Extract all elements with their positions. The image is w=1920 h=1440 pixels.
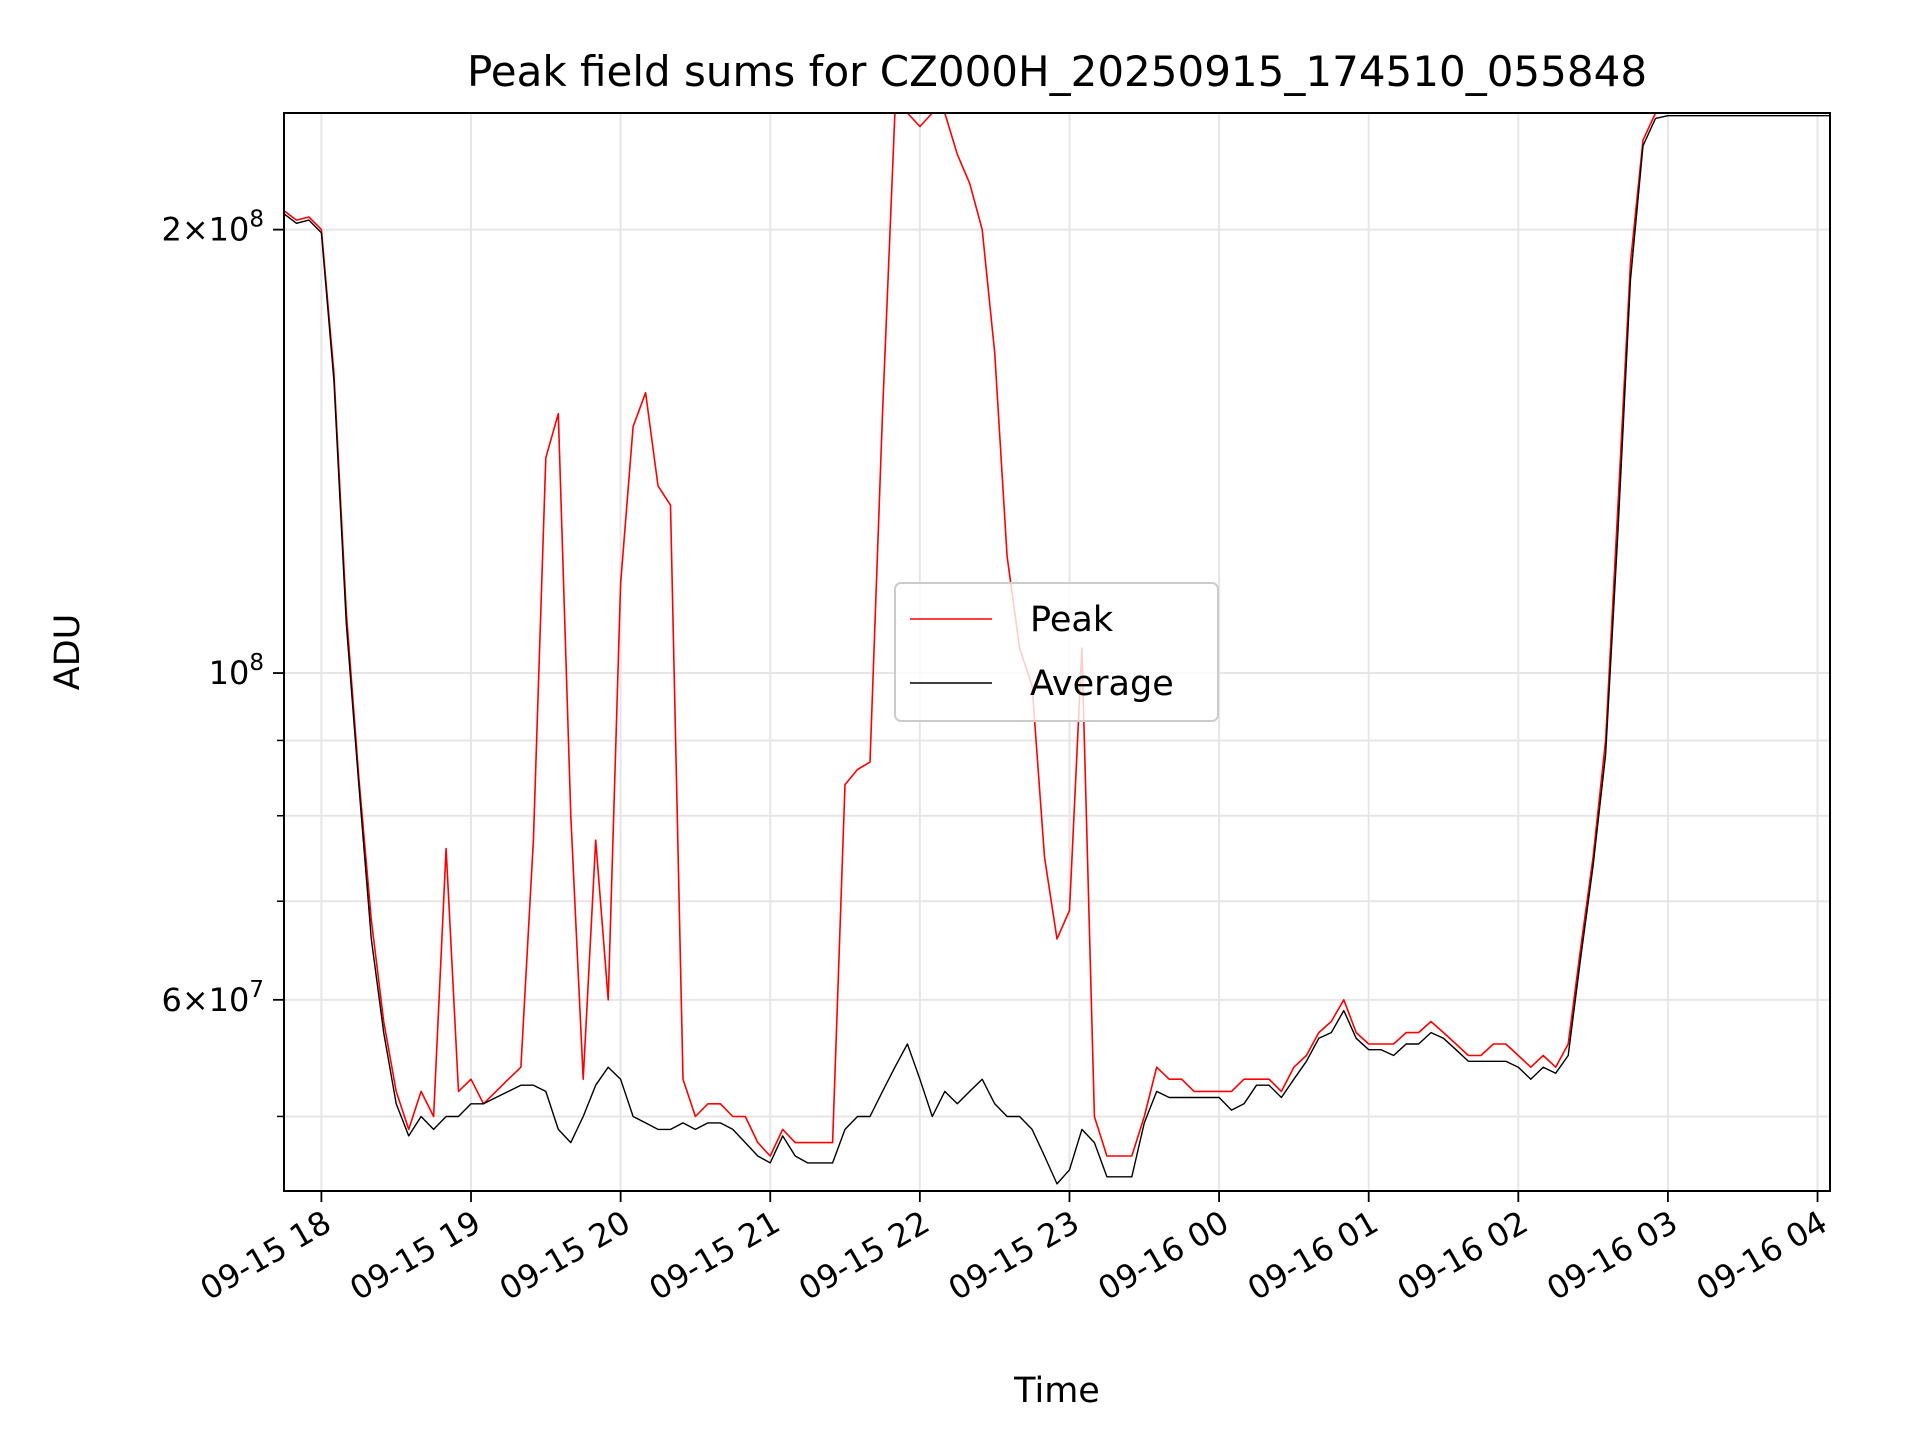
grid-lines [284, 113, 1830, 1191]
y-tick-label-exponent: 7 [249, 977, 264, 1003]
legend-average-label: Average [1030, 664, 1174, 704]
y-tick-label-base: 10 [209, 654, 250, 692]
series-line-peak [283, 112, 1830, 1157]
series-line-average [283, 114, 1830, 1185]
y-tick-label-exponent: 8 [249, 207, 264, 233]
y-tick-label-exponent: 8 [249, 650, 264, 676]
legend-box [894, 582, 1219, 722]
legend-peak-label: Peak [1030, 600, 1114, 640]
y-tick-label: 6×107 [161, 977, 264, 1019]
legend: Peak Average [894, 582, 1219, 722]
series-lines [283, 112, 1830, 1185]
y-tick-label-base: 6×10 [161, 981, 249, 1019]
y-axis-label: ADU [48, 614, 88, 691]
y-tick-label: 108 [209, 650, 264, 692]
chart-title: Peak field sums for CZ000H_20250915_1745… [467, 47, 1647, 96]
x-axis-label: Time [1013, 1371, 1100, 1411]
y-tick-label-base: 2×10 [161, 211, 249, 249]
y-tick-label: 2×108 [161, 207, 264, 249]
plot-frame [283, 112, 1831, 1192]
